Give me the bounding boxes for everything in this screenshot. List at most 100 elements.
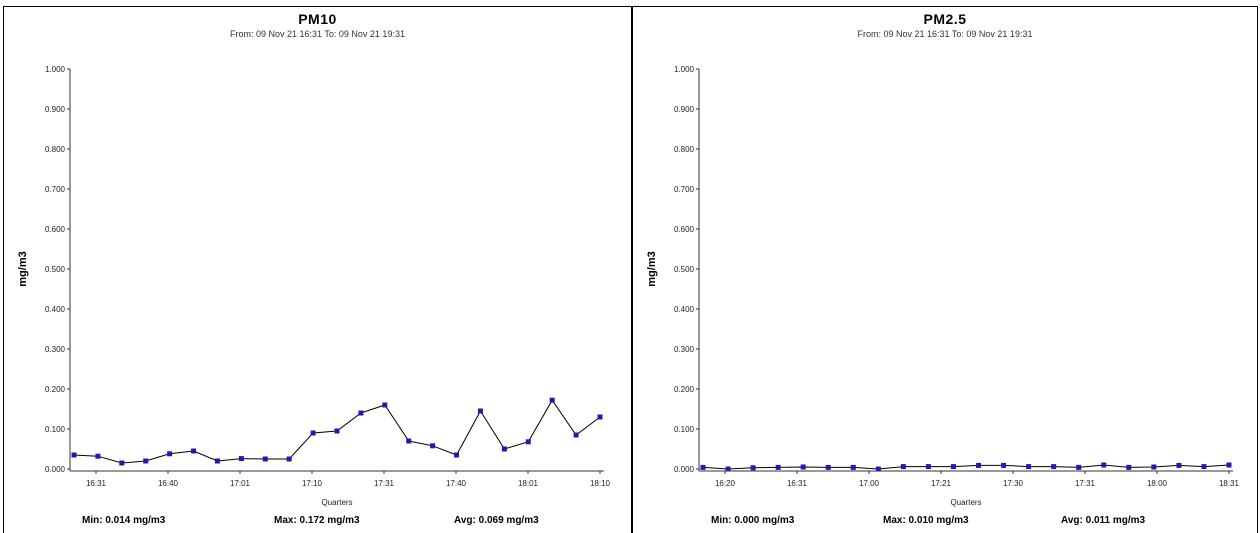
data-point <box>334 428 340 434</box>
pm25-stats: Min: 0.000 mg/m3 Max: 0.010 mg/m3 Avg: 0… <box>633 515 1257 529</box>
data-point <box>406 438 412 444</box>
data-point <box>597 414 603 420</box>
y-axis-label: mg/m3 <box>646 251 658 286</box>
data-point <box>875 466 881 472</box>
x-tick-label: 17:00 <box>859 479 880 488</box>
x-tick-label: 17:01 <box>230 479 251 488</box>
data-point <box>358 410 364 416</box>
y-tick-label: 0.600 <box>674 225 695 234</box>
avg-stat: Avg: 0.011 mg/m3 <box>1061 515 1146 526</box>
data-point <box>477 408 483 414</box>
series-line <box>702 464 1230 470</box>
data-point <box>725 466 731 472</box>
x-tick-label: 17:10 <box>302 479 323 488</box>
data-point <box>1076 464 1082 470</box>
data-point <box>430 443 436 449</box>
max-stat: Max: 0.172 mg/m3 <box>274 515 360 526</box>
y-tick-label: 1.000 <box>674 65 695 74</box>
data-point <box>700 464 706 470</box>
x-tick-label: 17:31 <box>1075 479 1096 488</box>
min-stat: Min: 0.000 mg/m3 <box>711 515 795 526</box>
y-tick-label: 0.700 <box>674 185 695 194</box>
data-point <box>1201 464 1207 470</box>
data-point <box>525 439 531 445</box>
max-stat: Max: 0.010 mg/m3 <box>883 515 969 526</box>
data-point <box>71 452 77 458</box>
y-tick-label: 0.200 <box>45 385 66 394</box>
y-tick-label: 0.500 <box>674 265 695 274</box>
data-point <box>1051 464 1057 470</box>
y-tick-label: 0.900 <box>674 105 695 114</box>
min-stat: Min: 0.014 mg/m3 <box>82 515 166 526</box>
x-tick-label: 17:21 <box>931 479 952 488</box>
y-tick-label: 0.000 <box>674 465 695 474</box>
y-tick-label: 0.800 <box>674 145 695 154</box>
y-tick-label: 0.100 <box>674 425 695 434</box>
y-tick-label: 0.600 <box>45 225 66 234</box>
data-point <box>800 464 806 470</box>
x-tick-label: 16:20 <box>715 479 736 488</box>
y-tick-label: 0.700 <box>45 185 66 194</box>
data-point <box>214 458 220 464</box>
data-point <box>143 458 149 464</box>
pm10-plot: 0.000 0.100 0.200 0.300 0.400 0.500 0.600 0.700… <box>17 65 611 507</box>
data-point <box>775 464 781 470</box>
data-point <box>549 397 555 403</box>
x-tick-label: 18:00 <box>1147 479 1168 488</box>
data-point <box>900 464 906 470</box>
x-tick-label: 18:01 <box>518 479 539 488</box>
y-axis-label: mg/m3 <box>17 251 29 286</box>
data-point <box>1026 464 1032 470</box>
pm10-stats: Min: 0.014 mg/m3 Max: 0.172 mg/m3 Avg: 0… <box>4 515 631 529</box>
data-point <box>1126 464 1132 470</box>
y-tick-label: 0.100 <box>45 425 66 434</box>
y-tick-label: 0.500 <box>45 265 66 274</box>
x-tick-label: 18:10 <box>590 479 611 488</box>
data-point <box>825 464 831 470</box>
data-point <box>238 456 244 462</box>
x-tick-label: 16:40 <box>158 479 179 488</box>
data-point <box>1101 462 1107 468</box>
data-point <box>501 446 507 452</box>
data-point <box>1001 462 1007 468</box>
data-point <box>262 456 268 462</box>
data-point <box>119 460 125 466</box>
x-tick-label: 17:30 <box>1003 479 1024 488</box>
y-tick-label: 0.900 <box>45 105 66 114</box>
data-point <box>950 464 956 470</box>
y-tick-label: 0.800 <box>45 145 66 154</box>
data-point <box>191 448 197 454</box>
chart-subtitle: From: 09 Nov 21 16:31 To: 09 Nov 21 19:3… <box>230 29 405 39</box>
data-point <box>454 452 460 458</box>
data-point <box>1151 464 1157 470</box>
y-tick-label: 0.000 <box>45 465 66 474</box>
data-point <box>925 464 931 470</box>
data-point <box>382 402 388 408</box>
data-point <box>976 462 982 468</box>
chart-title: PM2.5 <box>923 11 967 27</box>
x-axis-label: Quarters <box>950 498 981 507</box>
y-tick-label: 0.300 <box>45 345 66 354</box>
x-tick-label: 16:31 <box>86 479 107 488</box>
y-tick-label: 0.200 <box>674 385 695 394</box>
x-tick-label: 17:40 <box>446 479 467 488</box>
data-point <box>850 464 856 470</box>
data-point <box>573 432 579 438</box>
data-point <box>1226 462 1232 468</box>
y-tick-label: 0.400 <box>45 305 66 314</box>
pm25-plot: 0.000 0.100 0.200 0.300 0.400 0.500 0.600 0.700… <box>646 65 1240 507</box>
pm10-chart-panel: PM10 From: 09 Nov 21 16:31 To: 09 Nov 21… <box>3 6 632 533</box>
chart-subtitle: From: 09 Nov 21 16:31 To: 09 Nov 21 19:3… <box>857 29 1033 39</box>
x-tick-label: 17:31 <box>374 479 395 488</box>
data-point <box>167 451 173 457</box>
chart-title: PM10 <box>298 11 337 27</box>
data-point <box>1176 462 1182 468</box>
x-axis-label: Quarters <box>321 498 352 507</box>
y-tick-label: 0.400 <box>674 305 695 314</box>
y-tick-label: 1.000 <box>45 65 66 74</box>
data-point <box>310 430 316 436</box>
data-point <box>286 456 292 462</box>
pm25-chart-panel: PM2.5 From: 09 Nov 21 16:31 To: 09 Nov 2… <box>632 6 1258 533</box>
y-tick-label: 0.300 <box>674 345 695 354</box>
x-tick-label: 16:31 <box>787 479 808 488</box>
